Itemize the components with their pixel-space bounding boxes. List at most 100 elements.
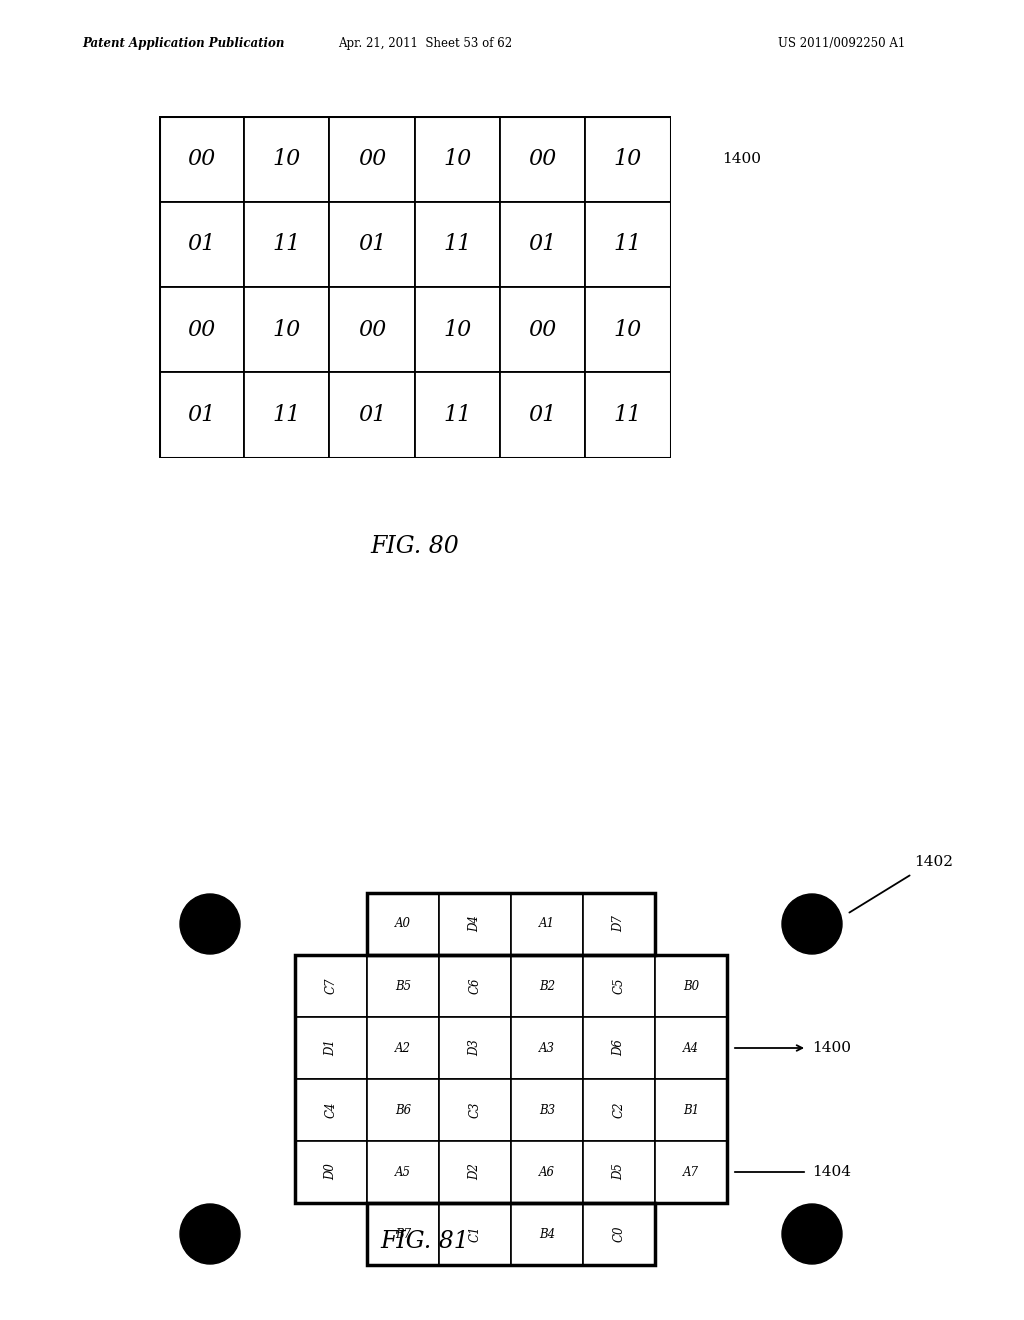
Bar xyxy=(511,954,583,1016)
Circle shape xyxy=(180,894,240,954)
Bar xyxy=(583,894,655,954)
Text: A2: A2 xyxy=(395,1041,411,1055)
Text: B2: B2 xyxy=(539,979,555,993)
Text: 11: 11 xyxy=(443,234,471,256)
Text: 00: 00 xyxy=(187,148,215,170)
Bar xyxy=(295,1078,367,1140)
Text: Apr. 21, 2011  Sheet 53 of 62: Apr. 21, 2011 Sheet 53 of 62 xyxy=(338,37,512,50)
Text: 11: 11 xyxy=(443,404,471,426)
Text: C0: C0 xyxy=(612,1226,626,1242)
Text: 10: 10 xyxy=(272,148,301,170)
Bar xyxy=(330,288,415,372)
Bar xyxy=(500,288,586,372)
Bar xyxy=(244,288,330,372)
Circle shape xyxy=(782,1204,842,1265)
Text: 10: 10 xyxy=(614,318,642,341)
Bar xyxy=(655,1016,727,1078)
Text: B4: B4 xyxy=(539,1228,555,1241)
Text: 01: 01 xyxy=(358,404,386,426)
Text: C2: C2 xyxy=(612,1102,626,1118)
Text: A5: A5 xyxy=(395,1166,411,1179)
Bar xyxy=(367,1016,439,1078)
Bar xyxy=(586,202,671,286)
Text: C4: C4 xyxy=(325,1102,338,1118)
Bar xyxy=(439,1140,511,1203)
Text: 00: 00 xyxy=(528,148,557,170)
Text: A7: A7 xyxy=(683,1166,699,1179)
Text: FIG. 80: FIG. 80 xyxy=(371,535,459,557)
Text: A3: A3 xyxy=(539,1041,555,1055)
Bar xyxy=(367,894,439,954)
Text: B3: B3 xyxy=(539,1104,555,1117)
Bar xyxy=(500,372,586,458)
Bar xyxy=(415,288,500,372)
Text: C5: C5 xyxy=(612,978,626,994)
Text: C3: C3 xyxy=(469,1102,481,1118)
Text: B6: B6 xyxy=(395,1104,411,1117)
Text: A1: A1 xyxy=(539,917,555,931)
Circle shape xyxy=(782,894,842,954)
Text: US 2011/0092250 A1: US 2011/0092250 A1 xyxy=(778,37,905,50)
Bar xyxy=(367,1203,655,1265)
Text: C7: C7 xyxy=(325,978,338,994)
Text: 11: 11 xyxy=(272,404,301,426)
Text: 1402: 1402 xyxy=(914,855,953,869)
Text: D7: D7 xyxy=(612,916,626,932)
Text: 00: 00 xyxy=(187,318,215,341)
Bar xyxy=(295,1140,367,1203)
Text: D5: D5 xyxy=(612,1163,626,1180)
Bar xyxy=(511,1078,583,1140)
Bar xyxy=(583,954,655,1016)
Text: B7: B7 xyxy=(395,1228,411,1241)
Bar xyxy=(586,288,671,372)
Text: A6: A6 xyxy=(539,1166,555,1179)
Bar xyxy=(415,202,500,286)
Bar xyxy=(583,1140,655,1203)
Text: B1: B1 xyxy=(683,1104,699,1117)
Bar xyxy=(367,1140,439,1203)
Bar xyxy=(583,1203,655,1265)
Bar xyxy=(159,372,244,458)
Text: Patent Application Publication: Patent Application Publication xyxy=(82,37,285,50)
Bar xyxy=(295,1016,367,1078)
Bar xyxy=(583,1016,655,1078)
Bar xyxy=(415,116,500,202)
Bar xyxy=(583,1078,655,1140)
Bar xyxy=(367,954,439,1016)
Bar xyxy=(439,1203,511,1265)
Bar xyxy=(159,116,244,202)
Text: D2: D2 xyxy=(469,1163,481,1180)
Bar xyxy=(330,116,415,202)
Text: A4: A4 xyxy=(683,1041,699,1055)
Bar xyxy=(439,954,511,1016)
Text: 10: 10 xyxy=(614,148,642,170)
Bar xyxy=(244,372,330,458)
Bar xyxy=(655,1078,727,1140)
Text: D0: D0 xyxy=(325,1163,338,1180)
Bar xyxy=(439,1016,511,1078)
Bar xyxy=(655,1140,727,1203)
Text: C6: C6 xyxy=(469,978,481,994)
Bar xyxy=(295,954,367,1016)
Bar xyxy=(330,202,415,286)
Bar xyxy=(367,1203,439,1265)
Bar xyxy=(511,894,583,954)
Bar xyxy=(439,1078,511,1140)
Bar xyxy=(159,288,244,372)
Text: 1400: 1400 xyxy=(722,152,761,166)
Text: 01: 01 xyxy=(528,404,557,426)
Bar xyxy=(415,372,500,458)
Bar xyxy=(511,1140,583,1203)
Bar xyxy=(655,954,727,1016)
Text: A0: A0 xyxy=(395,917,411,931)
Bar xyxy=(330,372,415,458)
Bar xyxy=(244,202,330,286)
Bar xyxy=(367,894,655,954)
Bar xyxy=(511,1203,583,1265)
Text: 01: 01 xyxy=(358,234,386,256)
Bar xyxy=(159,202,244,286)
Text: 11: 11 xyxy=(614,234,642,256)
Bar xyxy=(295,954,727,1203)
Text: 10: 10 xyxy=(443,148,471,170)
Text: 00: 00 xyxy=(358,148,386,170)
